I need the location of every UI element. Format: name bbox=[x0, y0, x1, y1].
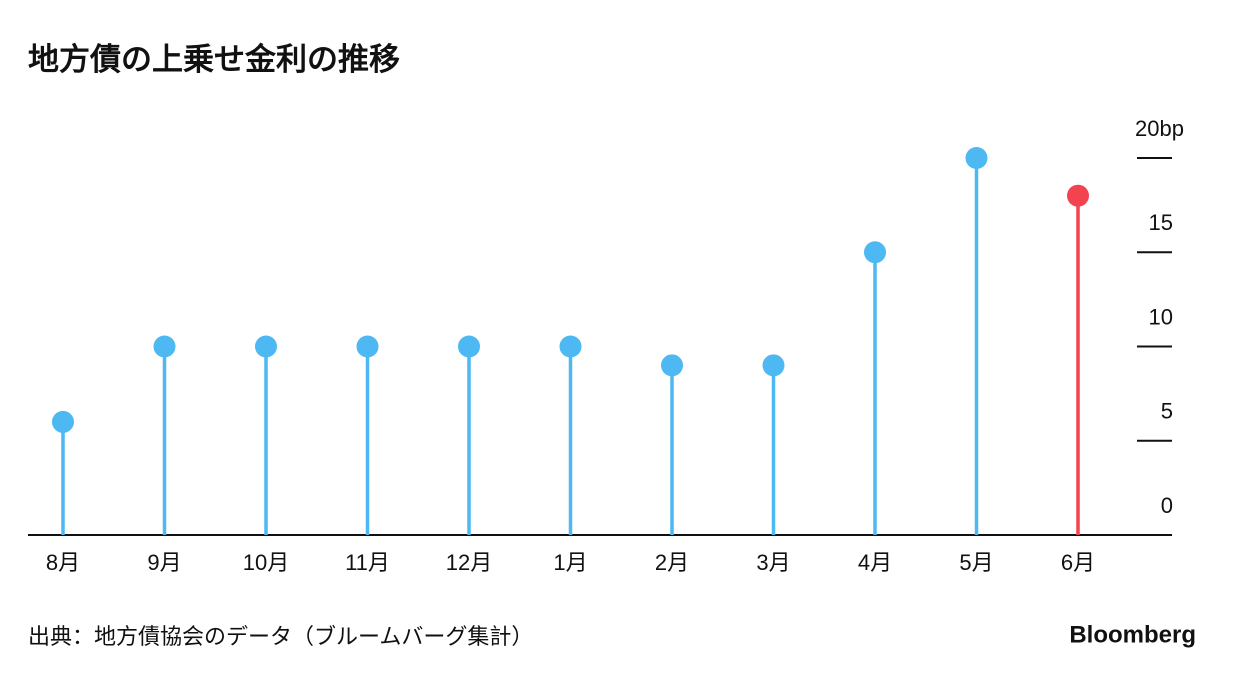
y-tick-label: 20bp bbox=[1135, 116, 1184, 141]
source-note: 出典：地方債協会のデータ（ブルームバーグ集計） bbox=[28, 624, 533, 649]
x-tick-label: 11月 bbox=[345, 550, 390, 575]
dot bbox=[762, 354, 785, 377]
y-tick-label: 10 bbox=[1149, 304, 1173, 329]
dot bbox=[458, 335, 480, 358]
chart-title: 地方債の上乗せ金利の推移 bbox=[28, 42, 400, 77]
dot bbox=[965, 147, 988, 169]
y-tick-label: 0 bbox=[1161, 493, 1173, 518]
y-tick-label: 15 bbox=[1149, 210, 1173, 235]
dot bbox=[52, 410, 74, 433]
brand-logo: Bloomberg bbox=[1069, 621, 1196, 648]
x-tick-label: 10月 bbox=[243, 550, 289, 575]
dot bbox=[559, 335, 582, 358]
dot bbox=[356, 335, 379, 358]
y-tick-label: 5 bbox=[1161, 399, 1173, 424]
x-tick-label: 4月 bbox=[858, 550, 892, 575]
x-tick-label: 6月 bbox=[1061, 550, 1095, 575]
x-tick-label: 3月 bbox=[756, 550, 790, 575]
x-tick-label: 9月 bbox=[147, 550, 181, 575]
dot bbox=[255, 335, 277, 358]
dot bbox=[153, 335, 176, 358]
x-tick-label: 12月 bbox=[446, 550, 492, 575]
x-tick-label: 8月 bbox=[46, 550, 80, 575]
dot bbox=[661, 354, 683, 377]
x-tick-label: 2月 bbox=[655, 550, 689, 575]
x-tick-label: 1月 bbox=[553, 550, 587, 575]
dot bbox=[1067, 184, 1089, 207]
dot bbox=[864, 241, 886, 264]
x-tick-label: 5月 bbox=[959, 550, 993, 575]
